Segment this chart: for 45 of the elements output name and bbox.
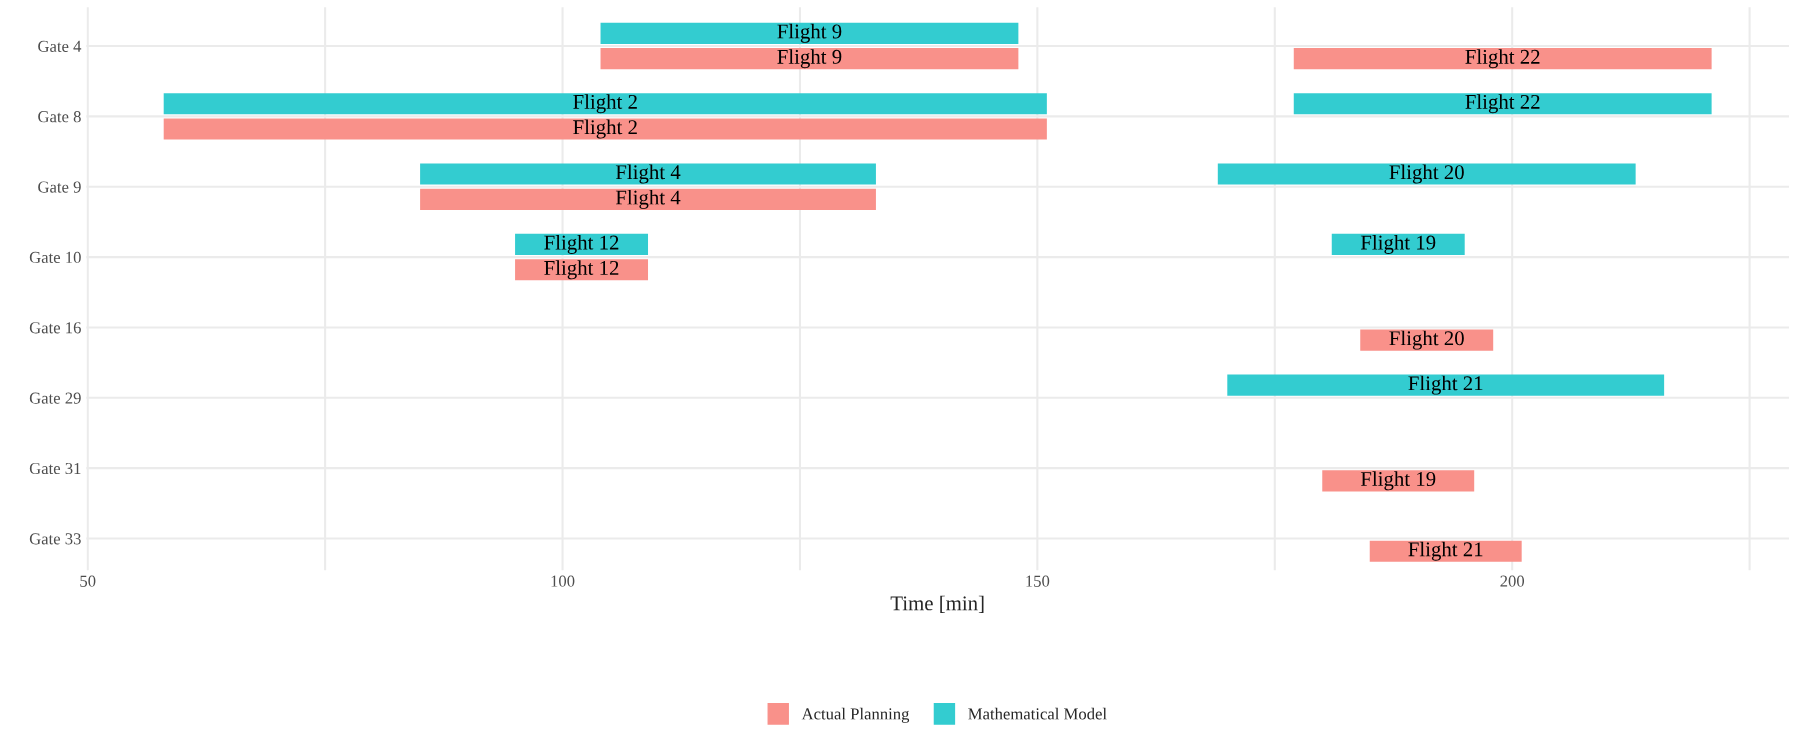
x-tick-label: 100 [551, 575, 575, 587]
x-tick-label: 200 [1500, 575, 1525, 587]
data-label: Flight 2 [573, 119, 637, 139]
bar [1217, 163, 1636, 185]
y-tick-label: Gate 31 [29, 462, 81, 475]
y-tick-label: Gate 10 [29, 251, 81, 264]
bar [515, 233, 649, 255]
x-tick-label: 150 [1026, 575, 1050, 587]
data-label: Flight 9 [777, 49, 842, 69]
data-label: Flight 9 [777, 23, 842, 43]
y-tick-label: Gate 8 [38, 111, 81, 123]
data-label: Flight 20 [1389, 330, 1464, 350]
data-label: Flight 22 [1465, 94, 1540, 114]
bar [163, 118, 1047, 140]
y-tick-label: Gate 33 [29, 533, 81, 545]
bar [420, 163, 876, 185]
data-label: Flight 2 [573, 94, 637, 114]
bar [1227, 374, 1665, 396]
bar [1293, 48, 1712, 70]
bar [600, 48, 1019, 70]
bar [163, 93, 1047, 115]
x-tick-label: 50 [80, 575, 96, 587]
y-tick-label: Gate 9 [38, 181, 81, 193]
bar [600, 22, 1019, 44]
data-label: Flight 22 [1465, 49, 1540, 69]
data-label: Flight 19 [1360, 234, 1436, 254]
data-label: Flight 21 [1408, 541, 1483, 561]
bar [1369, 540, 1522, 562]
data-label: Flight 12 [544, 234, 619, 254]
bar [1293, 93, 1712, 115]
bar [1331, 233, 1465, 255]
data-label: Flight 19 [1360, 471, 1436, 491]
bar [1322, 470, 1475, 492]
data-label: Flight 20 [1389, 164, 1464, 184]
data-label: Flight 21 [1408, 375, 1483, 395]
legend-label: Actual Planning [801, 707, 910, 723]
data-label: Flight 4 [615, 189, 681, 209]
y-tick-label: Gate 29 [29, 392, 81, 404]
y-tick-label: Gate 16 [29, 322, 81, 334]
x-axis-title: Time [min] [890, 595, 984, 613]
data-label: Flight 4 [615, 164, 681, 184]
y-tick-label: Gate 4 [38, 40, 82, 52]
bar [420, 188, 876, 210]
legend-label: Mathematical Model [968, 707, 1107, 720]
data-label: Flight 12 [544, 260, 619, 280]
